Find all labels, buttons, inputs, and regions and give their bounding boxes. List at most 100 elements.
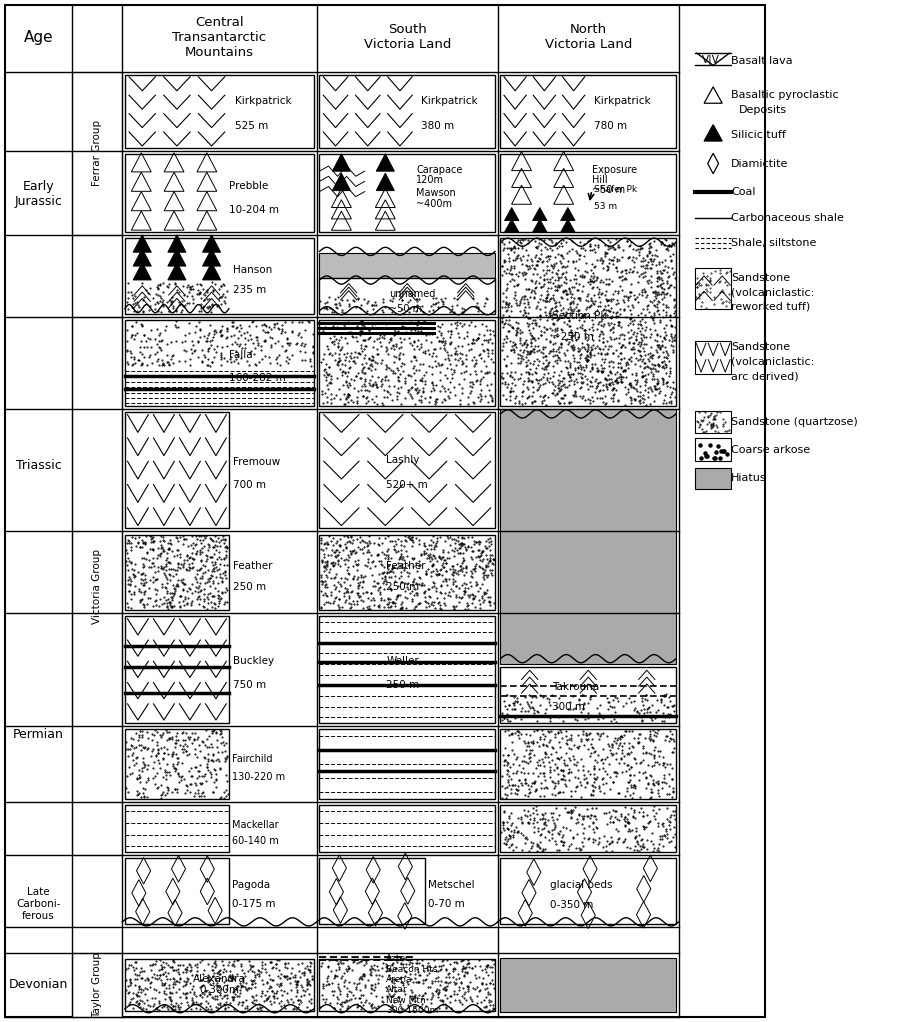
Text: Deposits: Deposits bbox=[738, 105, 786, 115]
Polygon shape bbox=[560, 207, 575, 221]
Text: Hiatus: Hiatus bbox=[731, 473, 767, 483]
Polygon shape bbox=[532, 207, 547, 221]
Bar bbox=[319, 729, 495, 799]
Bar bbox=[125, 154, 314, 232]
Text: 520+ m: 520+ m bbox=[386, 480, 428, 491]
Text: 380 m: 380 m bbox=[422, 121, 454, 131]
Text: arc derived): arc derived) bbox=[731, 371, 799, 381]
Text: Mackellar: Mackellar bbox=[232, 820, 278, 830]
Bar bbox=[695, 341, 731, 374]
Text: Exposure: Exposure bbox=[592, 165, 637, 175]
Bar bbox=[319, 858, 424, 924]
Polygon shape bbox=[203, 248, 221, 266]
Text: Pagoda: Pagoda bbox=[232, 880, 270, 890]
Polygon shape bbox=[133, 235, 151, 252]
Bar bbox=[319, 253, 495, 278]
Bar bbox=[500, 729, 676, 799]
Bar bbox=[72, 953, 122, 1017]
Bar bbox=[72, 317, 122, 855]
Text: 750 m: 750 m bbox=[233, 680, 267, 690]
Text: ~250 m: ~250 m bbox=[552, 332, 594, 342]
Text: Feather: Feather bbox=[386, 561, 425, 571]
Text: Age: Age bbox=[24, 30, 53, 45]
Polygon shape bbox=[376, 153, 395, 171]
Bar bbox=[319, 412, 495, 528]
Polygon shape bbox=[532, 219, 547, 232]
Text: Lashly: Lashly bbox=[386, 455, 420, 465]
Text: Kirkpatrick: Kirkpatrick bbox=[422, 96, 478, 106]
Text: Central
Transantarctic
Mountains: Central Transantarctic Mountains bbox=[172, 15, 267, 59]
Text: 525 m: 525 m bbox=[234, 121, 268, 131]
Bar bbox=[500, 666, 676, 723]
Bar bbox=[695, 468, 731, 489]
Text: (volcaniclastic:: (volcaniclastic: bbox=[731, 287, 814, 297]
Text: Metschel: Metschel bbox=[427, 880, 474, 890]
Text: Early
Jurassic: Early Jurassic bbox=[14, 180, 62, 208]
Text: North
Victoria Land: North Victoria Land bbox=[545, 24, 632, 51]
Polygon shape bbox=[167, 248, 186, 266]
Text: Sandstone: Sandstone bbox=[731, 273, 790, 283]
Text: 780 m: 780 m bbox=[594, 121, 626, 131]
Bar bbox=[125, 858, 229, 924]
Polygon shape bbox=[133, 263, 151, 280]
Text: Hanson: Hanson bbox=[233, 265, 272, 275]
Text: 0-175 m: 0-175 m bbox=[232, 899, 275, 910]
Text: Carapace: Carapace bbox=[416, 165, 462, 175]
Text: Takrouna: Takrouna bbox=[552, 682, 599, 692]
Polygon shape bbox=[167, 235, 186, 252]
Text: Weller: Weller bbox=[386, 656, 419, 666]
Text: 0-70 m: 0-70 m bbox=[427, 899, 464, 910]
Text: ~50 m: ~50 m bbox=[389, 305, 423, 314]
Polygon shape bbox=[133, 248, 151, 266]
Bar bbox=[319, 75, 495, 148]
Text: Devonian: Devonian bbox=[9, 978, 68, 991]
Text: 300 m: 300 m bbox=[552, 702, 585, 712]
Bar bbox=[319, 959, 495, 1011]
Text: glacial beds: glacial beds bbox=[549, 880, 612, 890]
Polygon shape bbox=[203, 263, 221, 280]
Text: 160-282 m: 160-282 m bbox=[229, 373, 286, 383]
Bar bbox=[500, 858, 676, 924]
Text: Diamictite: Diamictite bbox=[731, 158, 788, 169]
Bar bbox=[319, 278, 495, 314]
Text: Falla: Falla bbox=[229, 350, 252, 360]
Polygon shape bbox=[560, 219, 575, 232]
Bar bbox=[695, 268, 731, 309]
Text: 10-204 m: 10-204 m bbox=[229, 204, 279, 215]
Text: 250 m: 250 m bbox=[386, 680, 419, 690]
Bar bbox=[500, 805, 676, 852]
Text: Kirkpatrick: Kirkpatrick bbox=[594, 96, 650, 106]
Text: Taylor Group: Taylor Group bbox=[92, 951, 102, 1018]
Text: Aztec
Beacon Hts
Arena
Altar
New Mtn
300-1500m: Aztec Beacon Hts Arena Altar New Mtn 300… bbox=[386, 955, 438, 1015]
Bar bbox=[500, 238, 676, 406]
Text: ~50 m: ~50 m bbox=[592, 185, 624, 195]
Text: Prebble: Prebble bbox=[229, 181, 268, 191]
Bar bbox=[319, 320, 495, 406]
Text: 130-220 m: 130-220 m bbox=[232, 773, 285, 782]
Bar bbox=[500, 154, 676, 232]
Bar bbox=[500, 958, 676, 1012]
Text: Fremouw: Fremouw bbox=[233, 457, 281, 467]
Polygon shape bbox=[332, 173, 350, 190]
Polygon shape bbox=[504, 219, 519, 232]
Text: Sandstone: Sandstone bbox=[731, 342, 790, 353]
Text: Buckley: Buckley bbox=[233, 656, 274, 666]
Bar bbox=[500, 409, 676, 664]
Polygon shape bbox=[704, 125, 722, 141]
Text: Mawson: Mawson bbox=[416, 188, 456, 198]
Text: South
Victoria Land: South Victoria Land bbox=[364, 24, 451, 51]
Polygon shape bbox=[332, 153, 350, 171]
Polygon shape bbox=[203, 235, 221, 252]
Text: Permian: Permian bbox=[13, 728, 64, 741]
Text: Ferrar Group: Ferrar Group bbox=[92, 121, 102, 186]
Text: Sandstone (quartzose): Sandstone (quartzose) bbox=[731, 417, 858, 427]
Bar bbox=[319, 154, 495, 232]
Text: 700 m: 700 m bbox=[233, 480, 266, 491]
Text: 60-140 m: 60-140 m bbox=[232, 836, 279, 846]
Bar bbox=[125, 75, 314, 148]
Text: Feather: Feather bbox=[233, 561, 273, 571]
Bar bbox=[5, 5, 765, 1017]
Polygon shape bbox=[376, 173, 395, 190]
Text: 0-350 m: 0-350 m bbox=[549, 900, 593, 911]
Bar bbox=[500, 75, 676, 148]
